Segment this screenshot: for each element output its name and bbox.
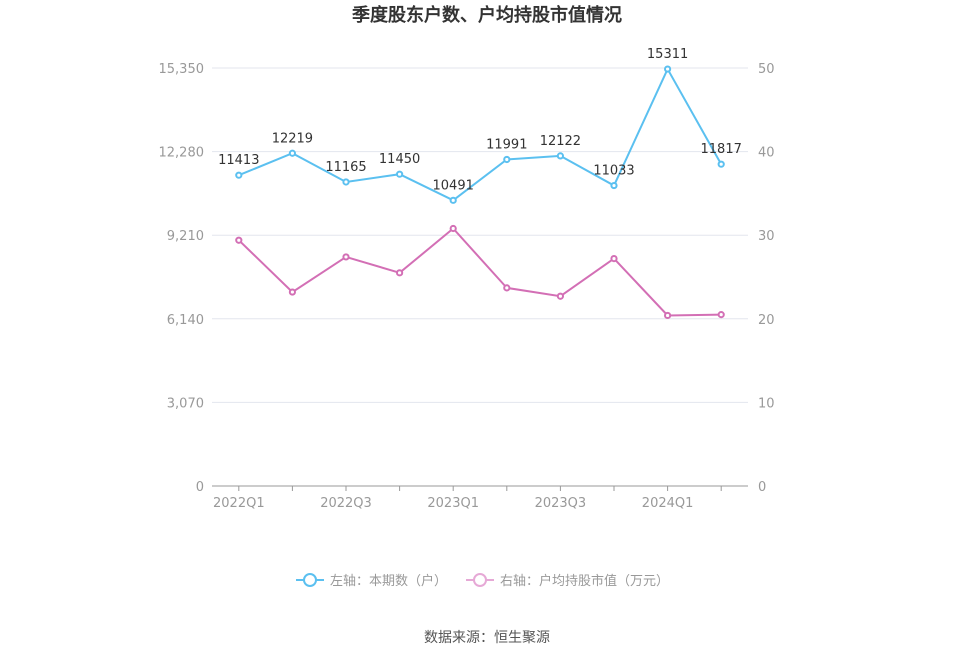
data-point <box>503 155 511 164</box>
data-point <box>396 170 404 178</box>
data-label: 11165 <box>325 160 366 175</box>
y-right-tick-label: 10 <box>758 396 775 411</box>
legend-item-1[interactable]: 右轴：户均持股市值（万元） <box>466 573 669 589</box>
axes: 0 0 3,070 10 6,140 20 9,210 30 12,280 40 15,350 50 2… <box>159 62 775 511</box>
data-point <box>449 196 457 204</box>
legend-marker-icon <box>473 573 487 587</box>
legend-label: 左轴：本期数（户） <box>330 573 447 589</box>
data-point <box>556 292 565 300</box>
data-point <box>449 224 457 233</box>
legend-marker-icon <box>303 573 317 587</box>
legend[interactable]: 左轴：本期数（户） 右轴：户均持股市值（万元） <box>296 573 669 589</box>
data-label: 11033 <box>593 164 634 179</box>
data-point <box>610 181 618 190</box>
data-label: 11413 <box>218 153 259 168</box>
grid <box>212 67 748 403</box>
data-labels: 11413 12219 11165 11450 10491 11991 12122 11033… <box>218 47 742 193</box>
data-label: 11991 <box>486 137 527 152</box>
x-tick-label: 2024Q1 <box>642 496 694 511</box>
legend-item-0[interactable]: 左轴：本期数（户） <box>296 573 447 589</box>
data-point <box>235 171 243 179</box>
data-point <box>717 160 725 168</box>
data-label: 11450 <box>379 152 420 167</box>
y-left-tick-label: 15,350 <box>159 62 205 77</box>
data-point <box>235 236 243 244</box>
series-line-0 <box>238 66 723 202</box>
y-left-tick-label: 6,140 <box>167 313 204 328</box>
data-point <box>342 178 350 186</box>
data-point <box>396 269 404 277</box>
series-line-1 <box>238 227 722 317</box>
y-right-tick-label: 50 <box>758 62 775 77</box>
chart-title: 季度股东户数、户均持股市值情况 <box>352 4 622 26</box>
y-right-tick-label: 40 <box>758 146 775 161</box>
data-point <box>503 284 511 292</box>
data-label: 12219 <box>272 131 313 146</box>
data-point <box>288 149 296 157</box>
y-left-tick-label: 12,280 <box>159 146 205 161</box>
y-left-tick-label: 9,210 <box>167 229 204 244</box>
data-point <box>342 253 350 261</box>
series-lines <box>235 65 725 320</box>
y-left-tick-label: 3,070 <box>167 396 204 411</box>
y-right-tick-label: 0 <box>758 480 766 495</box>
data-point <box>288 288 296 296</box>
legend-label: 右轴：户均持股市值（万元） <box>500 573 669 589</box>
x-tick-label: 2022Q1 <box>213 496 265 511</box>
data-point <box>664 311 672 320</box>
x-tick-label: 2022Q3 <box>320 496 372 511</box>
data-point <box>664 65 672 73</box>
data-point <box>717 311 725 319</box>
x-tick-label: 2023Q1 <box>427 496 479 511</box>
x-tick-label: 2023Q3 <box>535 496 587 511</box>
y-right-tick-label: 30 <box>758 229 775 244</box>
data-label: 10491 <box>433 178 474 193</box>
y-left-tick-label: 0 <box>196 480 204 495</box>
data-point <box>610 255 618 263</box>
data-label: 12122 <box>540 134 581 149</box>
source-note: 数据来源：恒生聚源 <box>424 630 550 646</box>
data-label: 11817 <box>701 142 742 157</box>
data-label: 15311 <box>647 47 688 62</box>
data-point <box>556 152 565 160</box>
y-right-tick-label: 20 <box>758 313 775 328</box>
